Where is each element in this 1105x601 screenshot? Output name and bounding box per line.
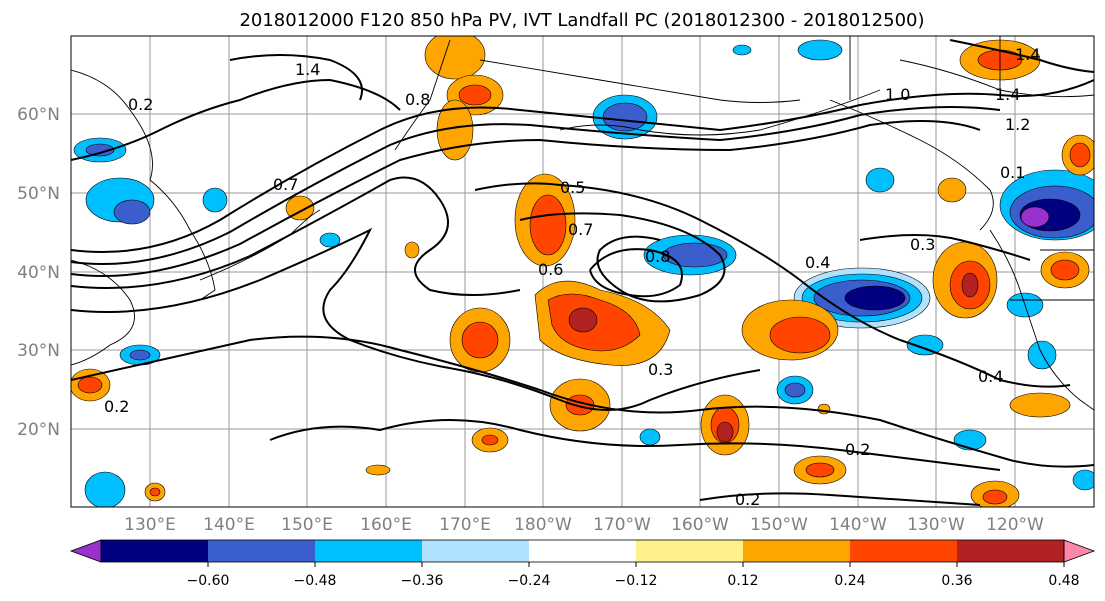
contour-label: 0.8: [645, 247, 670, 266]
contour-label: 0.4: [978, 367, 1003, 386]
lat-label: 30°N: [17, 341, 60, 361]
contour-label: 0.8: [405, 90, 430, 109]
colorbar-frame: [100, 539, 1065, 563]
contour-label: 0.4: [805, 253, 830, 272]
lon-label: 130°E: [124, 515, 176, 535]
lat-label: 20°N: [17, 420, 60, 440]
colorbar-tick-label: 0.12: [727, 573, 758, 589]
contour-label: 0.2: [735, 490, 760, 509]
lon-label: 170°W: [593, 515, 651, 535]
lon-label: 130°W: [907, 515, 965, 535]
contour-label: 0.2: [845, 440, 870, 459]
colorbar-tick-label: 0.24: [834, 573, 865, 589]
contour-labels: 1.4 1.4 1.4 1.0 1.2 0.8 0.7 0.5 0.7 0.6 …: [104, 45, 1040, 509]
contour-label: 0.7: [568, 220, 593, 239]
colorbar-tick-label: −0.48: [294, 573, 337, 589]
lat-label: 50°N: [17, 184, 60, 204]
colorbar-tick-label: −0.24: [508, 573, 551, 589]
contour-label: 1.4: [295, 60, 320, 79]
colorbar-box: [743, 540, 850, 562]
contour-label: 0.3: [910, 235, 935, 254]
colorbar-arrow-right: [1063, 539, 1096, 563]
contour-label: 0.2: [104, 397, 129, 416]
contour-label: 1.2: [1005, 115, 1030, 134]
lon-label: 150°W: [750, 515, 808, 535]
lon-label: 140°W: [829, 515, 887, 535]
colorbar-tick-label: −0.12: [615, 573, 658, 589]
contour-label: 1.4: [995, 85, 1020, 104]
contour-label: 1.4: [1015, 45, 1040, 64]
colorbar-tick-label: −0.36: [401, 573, 444, 589]
colorbar-box: [529, 540, 636, 562]
lat-label: 60°N: [17, 105, 60, 125]
contour-label: 0.2: [128, 95, 153, 114]
contour-label: 0.1: [1000, 163, 1025, 182]
lon-label: 150°E: [281, 515, 333, 535]
pv-contours: [71, 39, 1094, 506]
colorbar-box: [636, 540, 743, 562]
contour-label: 0.5: [560, 178, 585, 197]
colorbar-box: [315, 540, 422, 562]
colorbar: −0.60 −0.48 −0.36 −0.24 −0.12 0.12 0.24 0.36 0.4…: [69, 539, 1096, 589]
positive-anomaly-fills: [71, 36, 1094, 507]
negative-anomaly-fills: [73, 39, 1094, 507]
map-frame: [70, 35, 1095, 508]
lon-label: 160°W: [671, 515, 729, 535]
contour-label: 0.7: [273, 175, 298, 194]
lon-label: 120°W: [986, 515, 1044, 535]
contour-label: 0.3: [648, 360, 673, 379]
contour-label: 1.0: [885, 85, 910, 104]
map-title: 2018012000 F120 850 hPa PV, IVT Landfall…: [239, 10, 924, 31]
lon-label: 180°W: [514, 515, 572, 535]
map-content: 1.4 1.4 1.4 1.0 1.2 0.8 0.7 0.5 0.7 0.6 …: [71, 36, 1094, 509]
longitude-labels: 130°E 140°E 150°E 160°E 170°E 180°W 170°…: [124, 515, 1044, 535]
lat-label: 40°N: [17, 263, 60, 283]
colorbar-box: [422, 540, 529, 562]
colorbar-box: [208, 540, 315, 562]
colorbar-arrow-left: [69, 539, 102, 563]
latitude-labels: 60°N 50°N 40°N 30°N 20°N: [17, 105, 60, 440]
lon-label: 140°E: [203, 515, 255, 535]
colorbar-tick-label: −0.60: [187, 573, 230, 589]
lon-label: 170°E: [439, 515, 491, 535]
colorbar-box: [957, 540, 1064, 562]
colorbar-tick-label: 0.48: [1048, 573, 1079, 589]
colorbar-tick-label: 0.36: [941, 573, 972, 589]
contour-label: 0.6: [538, 260, 563, 279]
colorbar-box: [850, 540, 957, 562]
lon-label: 160°E: [360, 515, 412, 535]
colorbar-box: [101, 540, 208, 562]
coastlines: [71, 36, 1094, 411]
